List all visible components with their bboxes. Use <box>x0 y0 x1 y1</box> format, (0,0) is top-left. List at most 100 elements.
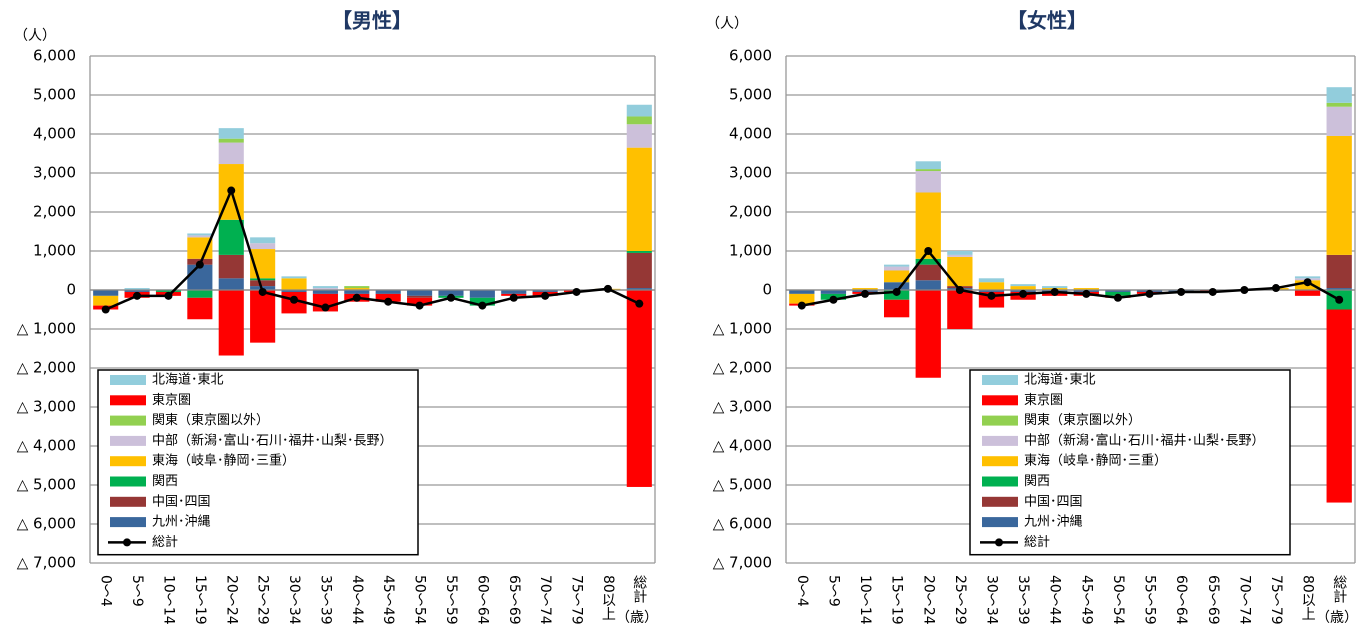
x-tick-label: 15～19 <box>192 575 208 625</box>
legend-box <box>969 369 1291 556</box>
bar-segment <box>124 288 150 290</box>
y-tick-label: △ 3,000 <box>713 398 772 416</box>
y-tick-label: 0 <box>762 281 772 299</box>
bar-segment <box>532 290 558 292</box>
y-tick-label: 1,000 <box>729 242 772 260</box>
y-tick-label: △ 2,000 <box>17 359 76 377</box>
legend-label: 東海（岐阜･静岡･三重） <box>152 453 295 469</box>
x-tick-label: 30～34 <box>983 575 999 625</box>
bar-segment <box>187 235 213 238</box>
bar-segment <box>218 219 244 255</box>
bar-segment <box>978 290 1005 292</box>
legend-label: 九州･沖縄 <box>1024 515 1083 530</box>
bar-segment <box>626 124 652 148</box>
total-marker <box>195 260 204 269</box>
y-tick-label: 0 <box>66 281 76 299</box>
bar-segment <box>852 288 878 290</box>
bar-segment <box>1326 309 1352 503</box>
total-marker <box>1177 287 1186 296</box>
legend-swatch <box>982 415 1018 426</box>
y-tick-label: 3,000 <box>33 164 76 182</box>
bar-segment <box>1073 288 1099 290</box>
bar-segment <box>947 251 973 255</box>
x-tick-label: 55～59 <box>443 575 459 625</box>
x-tick-label: 10～14 <box>857 575 873 625</box>
x-tick-label: 65～69 <box>1205 575 1221 625</box>
bar-segment <box>218 290 244 356</box>
x-tick-label: 20～24 <box>223 575 239 625</box>
legend-label: 北海道･東北 <box>152 372 224 388</box>
y-tick-label: 2,000 <box>33 203 76 221</box>
y-tick-label: △ 3,000 <box>17 398 76 416</box>
bar-segment <box>626 290 652 487</box>
bar-segment <box>187 233 213 236</box>
chart-title: 【女性】 <box>1007 9 1087 33</box>
total-marker <box>861 289 870 298</box>
y-tick-label: △ 1,000 <box>713 320 772 338</box>
legend-label: 東海（岐阜･静岡･三重） <box>1024 453 1167 469</box>
y-tick-label: 5,000 <box>33 86 76 104</box>
bar-segment <box>915 161 941 170</box>
bar-segment <box>312 290 338 294</box>
legend-swatch <box>110 435 146 446</box>
x-tick-label: 総計 <box>631 575 647 603</box>
total-marker <box>635 299 644 308</box>
y-axis-unit: （人） <box>14 28 56 44</box>
legend-swatch <box>982 435 1018 446</box>
total-marker <box>446 293 455 302</box>
legend-swatch <box>110 476 146 487</box>
total-marker <box>415 301 424 310</box>
legend-swatch <box>982 456 1018 467</box>
x-tick-label: 45～49 <box>1078 575 1094 625</box>
total-marker <box>1208 287 1217 296</box>
bar-segment <box>1326 288 1352 290</box>
y-tick-label: 2,000 <box>729 203 772 221</box>
x-tick-label: 45～49 <box>380 575 396 625</box>
bar-segment <box>407 295 433 298</box>
bar-segment <box>344 288 370 290</box>
total-marker <box>101 305 110 314</box>
bar-segment <box>1010 284 1036 287</box>
bar-segment <box>915 169 941 172</box>
bar-segment <box>626 116 652 125</box>
legend-label: 中国･四国 <box>152 494 211 509</box>
legend-label: 北海道･東北 <box>1024 372 1096 388</box>
x-tick-label: 20～24 <box>920 575 936 625</box>
x-tick-label: 40～44 <box>1047 575 1063 625</box>
bar-segment <box>250 243 276 250</box>
total-marker <box>603 284 612 293</box>
total-marker <box>352 293 361 302</box>
x-tick-label: 25～29 <box>952 575 968 625</box>
x-tick-label: 総計 <box>1331 575 1347 603</box>
x-tick-label: 35～39 <box>1015 575 1031 625</box>
bar-segment <box>947 290 973 329</box>
bar-segment <box>344 286 370 289</box>
x-axis-unit: （歳） <box>616 610 658 626</box>
total-line <box>105 186 640 311</box>
y-tick-label: △ 5,000 <box>17 476 76 494</box>
x-axis-unit: （歳） <box>1316 610 1358 626</box>
x-tick-label: 0～4 <box>794 575 810 607</box>
x-tick-label: 75～79 <box>569 575 585 625</box>
total-marker <box>227 186 236 195</box>
legend-label: 中部（新潟･富山･石川･福井･山梨･長野） <box>1024 432 1265 448</box>
bar-segment <box>187 297 213 320</box>
y-tick-label: △ 7,000 <box>713 554 772 572</box>
bar-segment <box>312 286 338 289</box>
legend-swatch <box>982 517 1018 528</box>
y-tick-label: △ 6,000 <box>17 515 76 533</box>
y-tick-label: △ 5,000 <box>713 476 772 494</box>
total-marker <box>541 291 550 300</box>
legend-marker <box>995 538 1003 547</box>
bar-segment <box>187 237 213 259</box>
legend-swatch <box>110 456 146 467</box>
bar-segment <box>626 147 652 251</box>
y-tick-label: 3,000 <box>729 164 772 182</box>
legend-label: 東京圏 <box>1024 392 1063 408</box>
y-tick-label: △ 6,000 <box>713 515 772 533</box>
total-marker <box>384 297 393 306</box>
bar-segment <box>1042 286 1068 289</box>
y-axis-unit: （人） <box>706 16 748 32</box>
total-marker <box>829 295 838 304</box>
